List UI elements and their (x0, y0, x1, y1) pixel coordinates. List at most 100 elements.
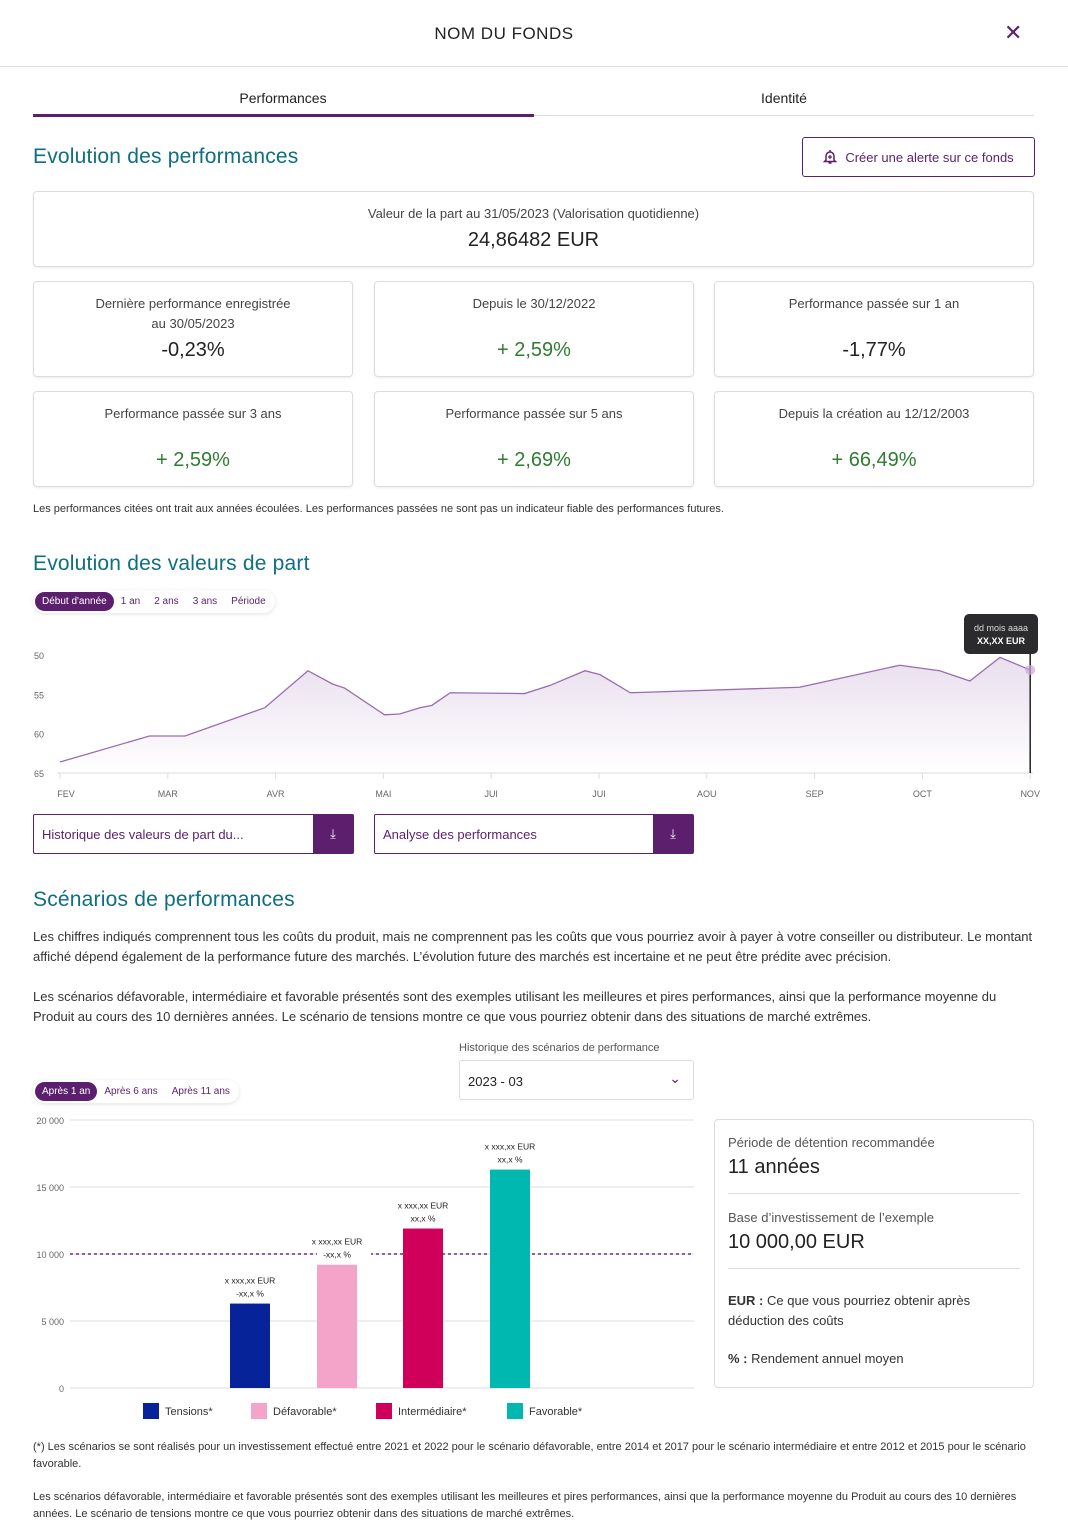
scenarios-footnote: (*) Les scénarios se sont réalisés pour … (33, 1441, 1026, 1470)
period-pill[interactable]: Début d'année (35, 592, 114, 611)
period-pill[interactable]: Après 1 an (35, 1082, 98, 1101)
y-tick-label: 5 000 (41, 1317, 64, 1327)
y-tick-label: 50 (34, 651, 44, 661)
bar-label-amount: x xxx,xx EUR (225, 1276, 276, 1286)
tab-performances[interactable]: Performances (239, 90, 327, 106)
eur-text: Ce que vous pourriez obtenir après déduc… (728, 1293, 971, 1328)
download-icon[interactable]: ⤓ (313, 815, 353, 853)
download-analysis-button[interactable]: Analyse des performances ⤓ (374, 814, 694, 854)
legend-label: Tensions* (165, 1406, 213, 1418)
y-tick-label: 20 000 (36, 1116, 64, 1126)
history-value: 2023 - 03 (468, 1074, 523, 1089)
fund-title: NOM DU FONDS (434, 24, 574, 43)
performance-card: Performance passée sur 3 ans + 2,59% (33, 391, 353, 487)
download-icon[interactable]: ⤓ (653, 815, 693, 853)
valuation-card: Valeur de la part au 31/05/2023 (Valoris… (33, 191, 1034, 267)
y-tick-label: 0 (59, 1384, 64, 1394)
history-select[interactable]: 2023 - 03 ⌄ (459, 1060, 694, 1100)
pct-key: % : (728, 1351, 748, 1366)
card-value: + 2,59% (156, 449, 230, 471)
x-tick-label: MAR (158, 789, 179, 799)
chevron-down-icon: ⌄ (669, 1070, 681, 1086)
section-title: Evolution des valeurs de part (33, 552, 310, 575)
tab-active-indicator (33, 114, 534, 117)
download-label: Historique des valeurs de part du... (42, 826, 244, 842)
card-label: Depuis la création au 12/12/2003 (778, 406, 970, 421)
scenario-period-selector: Après 1 an Après 6 ans Après 11 ans (33, 1080, 239, 1103)
x-tick-label: JUI (592, 789, 606, 799)
bar-label-amount: x xxx,xx EUR (312, 1237, 363, 1247)
bar-label-percent: xx,x % (410, 1214, 435, 1224)
bell-icon (823, 150, 838, 164)
tooltip-value: XX,XX EUR (976, 636, 1025, 646)
legend-swatch (251, 1403, 267, 1419)
bar (317, 1264, 357, 1388)
y-tick-label: 10 000 (36, 1250, 64, 1260)
eur-key: EUR : (728, 1293, 764, 1308)
card-value: + 2,69% (497, 449, 571, 471)
period-pill[interactable]: 2 ans (154, 596, 179, 607)
period-selector: Début d'année 1 an 2 ans 3 ans Période (33, 590, 275, 613)
value-line (59, 656, 1031, 763)
section-title: Evolution des performances (33, 145, 299, 168)
scenarios-paragraph: Les chiffres indiqués comprennent tous l… (33, 929, 1033, 964)
base-label: Base d’investissement de l’exemple (728, 1210, 934, 1225)
download-history-button[interactable]: Historique des valeurs de part du... ⤓ (33, 814, 354, 854)
scenarios-paragraph: Les scénarios défavorable, intermédiaire… (33, 1491, 1017, 1520)
eur-legend: EUR : Ce que vous pourriez obtenir après… (728, 1291, 1020, 1331)
card-value: -0,23% (161, 339, 225, 361)
legend-label: Intermédiaire* (398, 1406, 467, 1418)
period-value: 11 années (728, 1156, 1020, 1194)
legend-label: Favorable* (529, 1406, 583, 1418)
bar-label-bg (317, 1230, 371, 1261)
pct-legend: % : Rendement annuel moyen (728, 1351, 1020, 1366)
card-value: + 2,59% (497, 339, 571, 361)
scenario-bar-chart: 0 5 000 10 000 15 000 20 000 x xxx,xx EUR -xx,… (36, 1116, 694, 1419)
y-tick-label: 15 000 (36, 1183, 64, 1193)
bar-label-percent: -xx,x % (323, 1250, 351, 1260)
valuation-label: Valeur de la part au 31/05/2023 (Valoris… (367, 206, 700, 221)
performance-card: Performance passée sur 5 ans + 2,69% (374, 391, 694, 487)
performance-disclaimer: Les performances citées ont trait aux an… (33, 503, 724, 515)
bar (230, 1303, 270, 1388)
tab-identite[interactable]: Identité (761, 90, 807, 106)
bar-label-percent: -xx,x % (236, 1289, 264, 1299)
bar-label-bg (230, 1269, 284, 1300)
y-tick-label: 60 (34, 730, 44, 740)
x-tick-label: JUI (484, 789, 498, 799)
x-tick-label: SEP (806, 789, 824, 799)
period-pill[interactable]: Après 6 ans (104, 1086, 158, 1097)
card-value: + 66,49% (831, 449, 917, 471)
card-label: Depuis le 30/12/2022 (472, 296, 596, 311)
bar-label-bg (490, 1135, 544, 1166)
legend-swatch (143, 1403, 159, 1419)
bar (403, 1228, 443, 1388)
history-label: Historique des scénarios de performance (459, 1042, 660, 1054)
create-alert-label: Créer une alerte sur ce fonds (845, 149, 1014, 165)
period-pill[interactable]: Période (231, 596, 266, 607)
performance-card: Depuis la création au 12/12/2003 + 66,49% (714, 391, 1034, 487)
x-tick-label: FEV (57, 789, 75, 799)
period-pill[interactable]: Après 11 ans (171, 1086, 230, 1097)
bar-label-percent: xx,x % (497, 1155, 522, 1165)
x-tick-label: MAI (375, 789, 391, 799)
create-alert-button[interactable]: Créer une alerte sur ce fonds (802, 137, 1035, 177)
period-pill[interactable]: 1 an (120, 596, 141, 607)
x-tick-label: AOU (697, 789, 717, 799)
bar (490, 1169, 530, 1388)
card-label: Performance passée sur 3 ans (104, 406, 282, 421)
y-tick-label: 65 (34, 769, 44, 779)
period-pill[interactable]: 3 ans (192, 596, 218, 607)
y-tick-label: 55 (34, 690, 44, 700)
card-label: Performance passée sur 1 an (788, 296, 960, 311)
base-value: 10 000,00 EUR (728, 1231, 1020, 1269)
scenario-info-panel: Période de détention recommandée 11 anné… (714, 1119, 1034, 1388)
valuation-value: 24,86482 EUR (467, 229, 600, 251)
legend-swatch (507, 1403, 523, 1419)
x-tick-label: NOV (1020, 789, 1040, 799)
chart-tooltip: dd mois aaaa XX,XX EUR (964, 614, 1038, 654)
close-icon[interactable]: ✕ (1004, 20, 1023, 45)
scenarios-paragraph: Les scénarios défavorable, intermédiaire… (33, 989, 997, 1024)
x-tick-label: AVR (267, 789, 285, 799)
x-tick-label: OCT (913, 789, 933, 799)
